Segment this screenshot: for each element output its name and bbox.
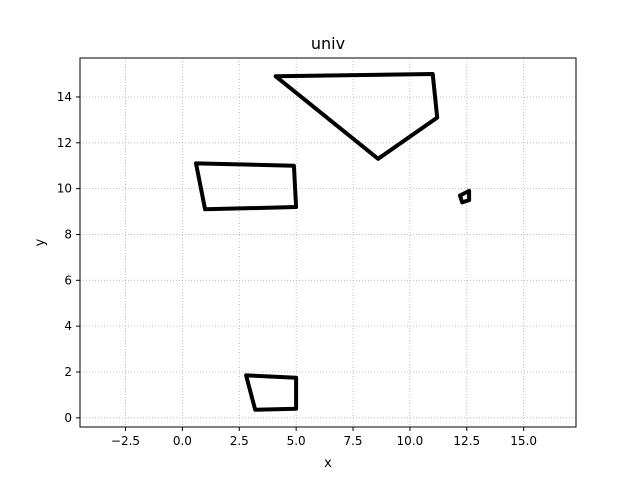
x-tick-label: −2.5 <box>111 434 140 448</box>
x-tick-label: 15.0 <box>510 434 537 448</box>
series-line-3 <box>458 188 472 205</box>
y-tick-label: 10 <box>57 182 72 196</box>
x-axis-label: x <box>324 456 332 471</box>
x-tick-label: 0.0 <box>173 434 192 448</box>
x-tick-label: 12.5 <box>453 434 480 448</box>
y-tick-label: 6 <box>64 273 72 287</box>
x-tick-label: 7.5 <box>343 434 362 448</box>
y-axis-label: y <box>33 238 48 246</box>
x-tick-label: 10.0 <box>397 434 424 448</box>
series-line-2 <box>194 161 299 212</box>
y-tick-label: 8 <box>64 227 72 241</box>
chart-title: univ <box>311 34 345 53</box>
y-tick-label: 2 <box>64 365 72 379</box>
series-line-4 <box>244 373 299 412</box>
y-tick-label: 14 <box>57 90 72 104</box>
y-tick-label: 12 <box>57 136 72 150</box>
x-tick-label: 5.0 <box>287 434 306 448</box>
x-tick-label: 2.5 <box>230 434 249 448</box>
y-tick-label: 4 <box>64 319 72 333</box>
series-line-1 <box>273 72 440 161</box>
plot-area-frame <box>79 57 577 428</box>
series-layer <box>194 72 472 412</box>
y-tick-label: 0 <box>64 411 72 425</box>
tick-layer: −2.5 0.0 2.5 5.0 7.5 10.0 12.5 15.0 0 2 4 6 8 10 12 14 <box>57 90 537 448</box>
grid-layer <box>80 58 576 427</box>
